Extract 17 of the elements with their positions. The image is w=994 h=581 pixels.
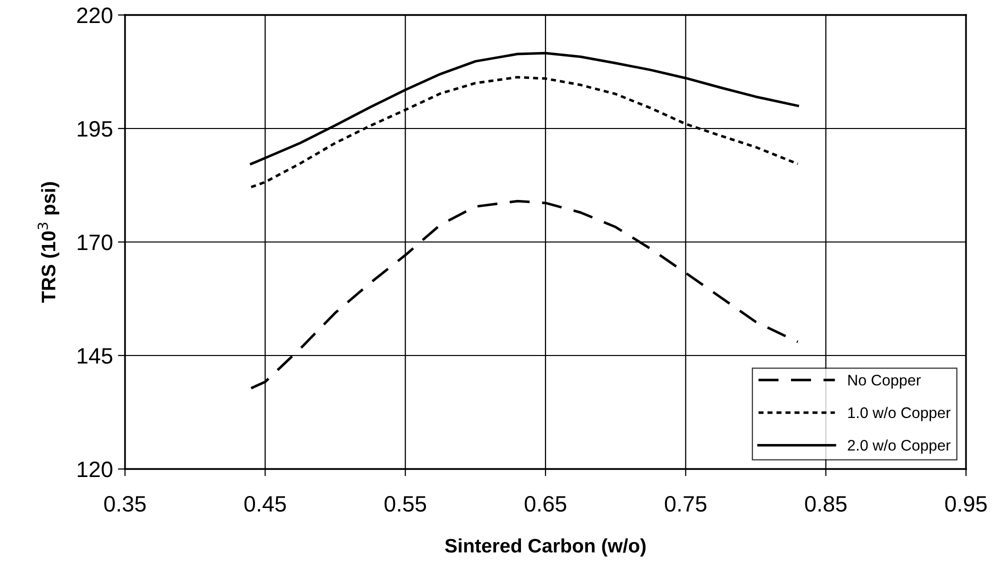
y-tick-label: 170: [78, 234, 112, 250]
x-tick-label: 0.35: [104, 496, 146, 512]
y-tick-label: 220: [77, 8, 112, 24]
x-tick-label: 0.55: [384, 496, 426, 512]
x-tick-label: 0.85: [805, 496, 847, 512]
legend-label: 2.0 w/o Copper: [848, 439, 950, 454]
legend-label: 1.0 w/o Copper: [848, 406, 950, 422]
y-tick-label: 195: [78, 121, 112, 137]
y-tick-label: 145: [78, 348, 112, 364]
x-tick-label: 0.65: [524, 496, 566, 512]
y-axis-title: TRS (10$^{3}$ psi): [38, 182, 60, 303]
x-tick-label: 0.45: [244, 496, 286, 512]
legend-label: No Copper: [848, 374, 921, 389]
x-axis-title: Sintered Carbon (w/o): [445, 538, 646, 556]
x-tick-label: 0.95: [945, 496, 987, 512]
x-tick-label: 0.75: [664, 496, 706, 512]
y-tick-label: 120: [78, 462, 112, 478]
